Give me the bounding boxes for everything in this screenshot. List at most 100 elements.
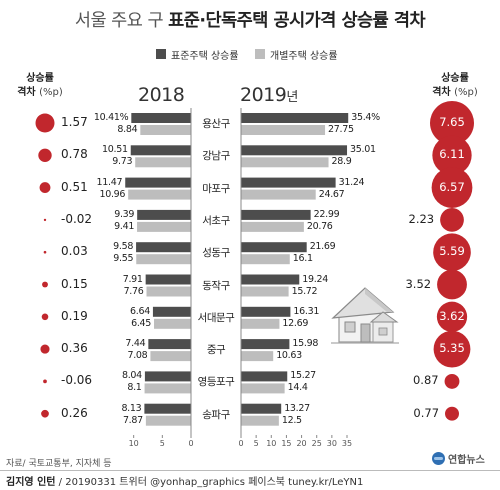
gap-2019-circle — [436, 301, 468, 332]
bar-2018-standard — [144, 403, 191, 414]
bar-2019-individual — [241, 221, 304, 232]
label-2019-standard: 21.69 — [309, 241, 336, 253]
district-label: 성동구 — [202, 247, 230, 260]
bar-2019-standard — [241, 177, 336, 188]
left-gap-header-line1: 상승률 — [26, 73, 54, 84]
label-2018-standard: 8.13 — [121, 402, 142, 414]
bar-2019-individual — [241, 254, 290, 265]
gap-2019-circle — [432, 135, 472, 175]
gap-2018-value: 0.26 — [61, 405, 88, 420]
tick-label-2018: 5 — [159, 439, 165, 448]
gap-2019-value: 0.77 — [413, 405, 440, 420]
year-2019-suffix: 년 — [286, 90, 298, 105]
legend-individual-swatch — [255, 49, 265, 59]
district-label: 동작구 — [202, 279, 230, 292]
gap-2019-circle — [433, 233, 471, 272]
bar-2019-standard — [241, 306, 291, 317]
gap-2019-value: 5.35 — [439, 341, 465, 356]
tick-label-2018: 0 — [188, 439, 194, 448]
bar-2018-standard — [137, 209, 191, 220]
label-2018-standard: 11.47 — [96, 176, 123, 188]
tick-label-2018: 10 — [128, 439, 139, 448]
gap-2019-value: 3.52 — [405, 276, 432, 291]
title-bold: 표준·단독주택 공시가격 상승률 격차 — [168, 11, 426, 31]
bar-2018-individual — [144, 383, 191, 394]
left-gap-header: 상승률 격차 (%p) — [10, 72, 70, 100]
label-2019-individual: 10.63 — [276, 350, 302, 362]
label-2019-individual: 16.1 — [292, 253, 313, 265]
label-2019-standard: 16.31 — [293, 305, 320, 317]
bar-2018-individual — [154, 318, 191, 329]
gap-2018-circle — [43, 379, 47, 384]
label-2018-standard: 10.51 — [102, 144, 128, 156]
district-label: 서대문구 — [197, 311, 235, 324]
gap-2018-circle — [35, 113, 55, 133]
district-label: 마포구 — [202, 182, 230, 195]
label-2018-standard: 7.91 — [122, 273, 143, 285]
left-gap-header-line2: 격차 — [17, 87, 36, 98]
label-2018-standard: 10.41% — [93, 112, 129, 123]
bar-2018-individual — [136, 254, 191, 265]
label-2019-individual: 15.72 — [291, 285, 318, 297]
gap-2018-circle — [38, 148, 52, 162]
gap-2018-value: 0.03 — [61, 244, 88, 259]
legend-standard-swatch — [156, 49, 166, 59]
bar-2018-standard — [145, 274, 191, 285]
bar-2018-individual — [128, 189, 191, 200]
gap-2019-value: 6.11 — [439, 147, 465, 162]
label-2019-individual: 20.76 — [306, 220, 333, 232]
label-2019-standard: 15.98 — [292, 338, 319, 350]
bar-2018-individual — [150, 351, 191, 362]
bar-2018-standard — [136, 242, 191, 253]
label-2018-standard: 9.39 — [114, 208, 135, 220]
gap-2018-circle — [41, 313, 49, 321]
label-2018-standard: 6.64 — [129, 305, 150, 317]
label-2018-individual: 8.84 — [117, 124, 138, 135]
bar-2019-standard — [241, 209, 311, 220]
right-gap-header: 상승률 격차 (%p) — [424, 72, 486, 100]
bar-2019-standard — [241, 403, 282, 414]
gap-2018-value: 0.36 — [61, 341, 88, 356]
tick-label-2019: 20 — [296, 439, 307, 448]
credit-name: 김지영 인턴 — [6, 477, 56, 488]
gap-2019-value: 2.23 — [408, 211, 435, 226]
gap-2018-circle — [41, 409, 49, 418]
bar-2019-standard — [241, 371, 288, 382]
legend-individual-label: 개별주택 상승률 — [270, 50, 338, 62]
label-2018-individual: 7.87 — [122, 414, 143, 426]
right-gap-header-line1: 상승률 — [441, 73, 469, 84]
gap-2019-value: 3.62 — [439, 308, 465, 323]
gap-2019-circle — [444, 373, 460, 389]
bar-2019-standard — [241, 242, 307, 253]
label-2019-standard: 19.24 — [302, 273, 328, 285]
chart-title: 서울 주요 구 표준·단독주택 공시가격 상승률 격차 — [0, 7, 500, 32]
bar-2019-standard — [241, 339, 290, 350]
label-2018-individual: 7.08 — [127, 350, 148, 362]
credit-line: 김지영 인턴 / 20190331 트위터 @yonhap_graphics 페… — [6, 473, 363, 488]
gap-2018-value: 1.57 — [61, 115, 88, 129]
gap-2018-circle — [43, 250, 47, 254]
label-2019-individual: 14.4 — [287, 382, 308, 394]
source-note: 자료/ 국토교통부, 지자체 등 — [6, 459, 112, 469]
gap-2018-circle — [39, 182, 51, 194]
tick-label-2019: 35 — [341, 439, 353, 448]
bar-2018-standard — [130, 145, 191, 156]
bar-2018-individual — [146, 286, 191, 297]
label-2018-standard: 7.44 — [125, 338, 146, 350]
gap-2018-circle — [43, 218, 47, 222]
label-2019-individual: 12.5 — [281, 414, 302, 426]
gap-2019-value: 0.87 — [412, 373, 439, 388]
right-gap-header-unit: (%p) — [454, 87, 478, 98]
bar-2019-individual — [241, 157, 329, 168]
gap-2019-circle — [431, 167, 473, 208]
bar-2018-standard — [144, 371, 191, 382]
gap-2018-circle — [40, 344, 50, 354]
bar-2018-standard — [131, 113, 191, 123]
bottom-divider — [0, 470, 500, 490]
year-2019-number: 2019 — [240, 84, 287, 106]
bar-2018-standard — [152, 306, 191, 317]
house-illustration — [331, 287, 399, 344]
gap-2018-value: 0.15 — [61, 276, 88, 291]
legend-standard: 표준주택 상승률 — [156, 46, 239, 62]
